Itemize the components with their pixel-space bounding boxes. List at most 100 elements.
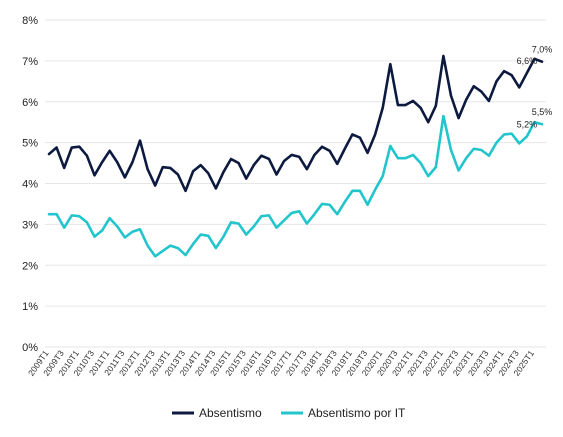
data-point <box>283 160 285 162</box>
data-point <box>526 72 528 74</box>
data-point <box>185 254 187 256</box>
data-point <box>230 221 232 223</box>
data-point <box>397 104 399 106</box>
data-point <box>116 161 118 163</box>
data-point <box>351 133 353 135</box>
data-label: 5,2% <box>517 119 538 129</box>
data-point <box>238 162 240 164</box>
data-point <box>185 190 187 192</box>
y-axis: 0% 1% 2% 3% 4% 5% 6% 7% 8% <box>22 15 38 354</box>
data-point <box>427 121 429 123</box>
data-point <box>124 236 126 238</box>
data-point <box>222 171 224 173</box>
data-point <box>131 231 133 233</box>
data-point <box>495 80 497 82</box>
data-point <box>412 154 414 156</box>
data-point <box>116 225 118 227</box>
data-point <box>245 178 247 180</box>
data-point <box>276 174 278 176</box>
data-point <box>321 203 323 205</box>
data-point <box>260 215 262 217</box>
grid-lines <box>45 19 546 348</box>
data-point <box>101 230 103 232</box>
data-point <box>458 117 460 119</box>
data-point <box>404 104 406 106</box>
data-point <box>238 223 240 225</box>
data-point <box>541 123 543 125</box>
data-point <box>169 245 171 247</box>
data-point <box>442 115 444 117</box>
y-tick-label: 8% <box>22 15 38 27</box>
data-point <box>63 227 65 229</box>
data-point <box>404 157 406 159</box>
data-point <box>511 133 513 135</box>
data-point <box>420 107 422 109</box>
data-point <box>230 158 232 160</box>
data-point <box>518 86 520 88</box>
data-point <box>291 154 293 156</box>
data-point <box>389 145 391 147</box>
y-tick-label: 6% <box>22 97 38 109</box>
data-point <box>526 135 528 137</box>
data-point <box>147 168 149 170</box>
data-point <box>488 155 490 157</box>
data-point <box>450 95 452 97</box>
data-point <box>511 74 513 76</box>
data-point <box>94 174 96 176</box>
data-point <box>154 185 156 187</box>
data-point <box>427 175 429 177</box>
data-point <box>101 161 103 163</box>
y-tick-label: 5% <box>22 138 38 150</box>
x-axis: 2009T12009T32010T12010T32011T12011T32012… <box>26 348 536 378</box>
data-point <box>435 105 437 107</box>
data-point <box>488 100 490 102</box>
data-point <box>313 213 315 215</box>
series-line-absentismo-por-it <box>47 114 544 258</box>
data-point <box>71 147 73 149</box>
data-label: 5,5% <box>532 107 553 117</box>
data-point <box>503 133 505 135</box>
data-point <box>313 154 315 156</box>
data-point <box>359 137 361 139</box>
data-point <box>63 167 65 169</box>
data-point <box>192 170 194 172</box>
data-point <box>260 155 262 157</box>
y-tick-label: 0% <box>22 342 38 354</box>
data-point <box>253 164 255 166</box>
legend-label: Absentismo por IT <box>308 406 406 420</box>
data-point <box>442 55 444 57</box>
data-point <box>200 234 202 236</box>
data-point <box>298 156 300 158</box>
data-point <box>473 85 475 87</box>
data-point <box>336 163 338 165</box>
data-point <box>78 146 80 148</box>
data-point <box>177 247 179 249</box>
data-point <box>215 187 217 189</box>
data-point <box>86 155 88 157</box>
data-point <box>306 168 308 170</box>
data-point <box>359 190 361 192</box>
series-line-absentismo <box>47 54 544 193</box>
data-point <box>412 100 414 102</box>
data-point <box>109 217 111 219</box>
data-point <box>154 255 156 257</box>
data-point <box>207 172 209 174</box>
series-lines <box>47 54 544 258</box>
data-point <box>321 146 323 148</box>
data-point <box>162 166 164 168</box>
data-point <box>268 214 270 216</box>
data-point <box>268 158 270 160</box>
data-point <box>192 243 194 245</box>
data-point <box>177 174 179 176</box>
y-tick-label: 4% <box>22 179 38 191</box>
data-point <box>480 91 482 93</box>
data-point <box>222 236 224 238</box>
data-point <box>56 147 58 149</box>
data-label: 7,0% <box>532 45 553 55</box>
data-point <box>389 63 391 65</box>
data-point <box>109 150 111 152</box>
data-point <box>503 70 505 72</box>
data-point <box>169 167 171 169</box>
